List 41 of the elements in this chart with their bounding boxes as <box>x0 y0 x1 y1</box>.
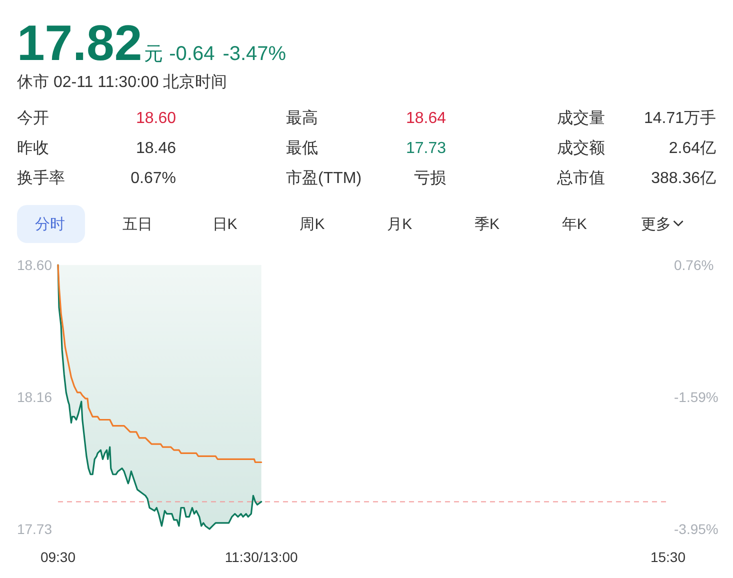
x-tick-label: 11:30/13:00 <box>224 549 298 565</box>
text: 388.36亿 <box>651 170 716 187</box>
text: 五日 <box>122 216 152 233</box>
text: 成交额 <box>557 139 605 157</box>
line-series <box>57 264 262 464</box>
y2-tick-label: -1.59% <box>674 389 718 405</box>
y2-tick-label: -3.95% <box>674 521 718 537</box>
text: 亏损 <box>414 170 446 187</box>
text: 17.73 <box>406 140 446 157</box>
text: 休市 02-11 11:30:00 北京时间 <box>17 73 228 91</box>
text: 17.82 <box>17 15 142 71</box>
y-tick-label: 18.60 <box>16 257 52 273</box>
text: 18.46 <box>136 140 176 157</box>
text: -0.64 <box>169 43 215 65</box>
text: 最高 <box>286 109 318 127</box>
text: 2.64亿 <box>668 140 716 157</box>
text: 日K <box>212 216 238 233</box>
text: 月K <box>387 216 412 233</box>
y2-tick-label: 0.76% <box>674 257 714 273</box>
text: 市盈(TTM) <box>286 169 362 187</box>
text: 18.64 <box>406 110 446 127</box>
text: 更多 <box>640 216 671 233</box>
text: 14.71万手 <box>644 109 716 127</box>
y-tick-label: 18.16 <box>16 389 52 405</box>
text: 0.67% <box>130 170 176 187</box>
text: 分时 <box>35 216 65 233</box>
text: 年K <box>562 216 587 233</box>
x-tick-label: 15:30 <box>650 549 686 565</box>
x-tick-label: 09:30 <box>40 549 76 565</box>
text: 今开 <box>17 110 49 127</box>
text: 昨收 <box>17 140 49 157</box>
text: 最低 <box>286 140 318 157</box>
text: 成交量 <box>557 109 605 127</box>
text: 18.60 <box>136 110 176 127</box>
text: 换手率 <box>17 169 65 187</box>
text: 元 <box>144 44 164 65</box>
text: -3.47% <box>222 43 286 65</box>
text: 周K <box>300 216 325 233</box>
text: 总市值 <box>556 169 605 187</box>
y-tick-label: 17.73 <box>16 521 52 537</box>
text: 季K <box>474 216 500 233</box>
